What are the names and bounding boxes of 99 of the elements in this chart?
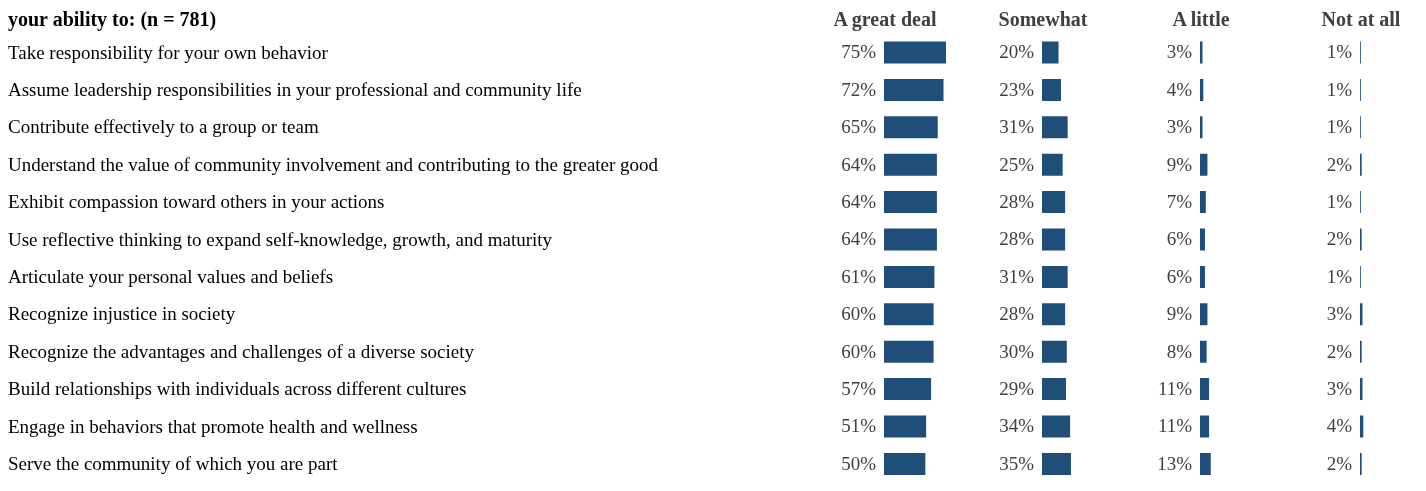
data-label: 1% bbox=[1326, 191, 1353, 213]
y-tick-label: Take responsibility for your own behavior bbox=[8, 41, 329, 63]
bar bbox=[1042, 116, 1068, 139]
data-label: 6% bbox=[1166, 265, 1193, 287]
data-label: 30% bbox=[999, 340, 1035, 362]
data-label: 9% bbox=[1166, 153, 1193, 175]
data-label: 57% bbox=[841, 378, 877, 400]
bar bbox=[1200, 452, 1211, 475]
bar bbox=[884, 41, 946, 64]
bar bbox=[1200, 78, 1204, 101]
bar bbox=[884, 78, 944, 101]
data-label: 34% bbox=[999, 415, 1035, 437]
y-tick-label: Exhibit compassion toward others in your actions bbox=[8, 191, 385, 213]
data-label: 4% bbox=[1326, 415, 1353, 437]
data-label: 3% bbox=[1166, 41, 1193, 63]
data-label: 35% bbox=[999, 452, 1035, 474]
data-label: 2% bbox=[1326, 153, 1353, 175]
bar bbox=[884, 452, 926, 475]
y-tick-label: Build relationships with individuals across different cultures bbox=[8, 378, 467, 400]
y-tick-label: Contribute effectively to a group or team bbox=[8, 116, 319, 138]
data-label: 31% bbox=[999, 116, 1035, 138]
series-label: Somewhat bbox=[997, 8, 1089, 31]
data-label: 2% bbox=[1326, 452, 1353, 474]
bar bbox=[884, 415, 927, 438]
y-tick-label: Serve the community of which you are part bbox=[8, 453, 339, 475]
series-label: A great deal bbox=[832, 8, 938, 31]
data-label: 9% bbox=[1166, 303, 1193, 325]
data-label: 4% bbox=[1166, 78, 1193, 100]
text: your ability to: (n = 781) bbox=[8, 8, 217, 31]
y-tick-label: Use reflective thinking to expand self-knowledge, growth, and maturity bbox=[8, 228, 553, 250]
data-label: 61% bbox=[841, 265, 877, 287]
bar bbox=[1042, 265, 1068, 288]
data-label: 1% bbox=[1326, 265, 1353, 287]
data-label: 31% bbox=[999, 265, 1035, 287]
data-label: 1% bbox=[1326, 41, 1353, 63]
data-label: 11% bbox=[1157, 415, 1193, 437]
data-label: 60% bbox=[841, 303, 877, 325]
data-label: 3% bbox=[1326, 378, 1353, 400]
data-label: 51% bbox=[841, 415, 877, 437]
bar bbox=[1200, 378, 1210, 401]
data-label: 25% bbox=[999, 153, 1035, 175]
data-label: 65% bbox=[841, 116, 877, 138]
data-label: 2% bbox=[1326, 228, 1353, 250]
bar bbox=[1042, 78, 1062, 101]
bar bbox=[1042, 153, 1063, 176]
bar bbox=[1042, 378, 1066, 401]
y-tick-label: Assume leadership responsibilities in your professional and community life bbox=[8, 79, 582, 101]
bar bbox=[1200, 340, 1207, 363]
y-tick-label: Recognize injustice in society bbox=[8, 303, 236, 325]
data-label: 50% bbox=[841, 452, 877, 474]
bar bbox=[1042, 340, 1067, 363]
y-tick-label: Recognize the advantages and challenges of a diverse society bbox=[8, 340, 475, 362]
bar bbox=[884, 116, 938, 139]
bar bbox=[1042, 452, 1071, 475]
y-tick-label: Engage in behaviors that promote health and wellness bbox=[8, 415, 418, 437]
data-label: 72% bbox=[841, 78, 877, 100]
data-label: 60% bbox=[841, 340, 877, 362]
data-label: 75% bbox=[841, 41, 877, 63]
y-tick-label: Understand the value of community involvement and contributing to the greater good bbox=[8, 153, 659, 175]
data-label: 28% bbox=[999, 191, 1035, 213]
data-label: 13% bbox=[1157, 452, 1193, 474]
data-label: 8% bbox=[1166, 340, 1193, 362]
data-label: 11% bbox=[1157, 378, 1193, 400]
bar bbox=[884, 228, 937, 251]
bar bbox=[884, 340, 934, 363]
data-label: 20% bbox=[999, 41, 1035, 63]
data-label: 1% bbox=[1326, 116, 1353, 138]
bar bbox=[1200, 265, 1205, 288]
y-tick-label: Articulate your personal values and beliefs bbox=[8, 266, 334, 288]
bar bbox=[1200, 303, 1208, 326]
data-label: 1% bbox=[1326, 78, 1353, 100]
series-label: A little bbox=[1171, 8, 1231, 31]
data-label: 2% bbox=[1326, 340, 1353, 362]
bar bbox=[884, 378, 932, 401]
bar bbox=[1200, 153, 1208, 176]
data-label: 64% bbox=[841, 153, 877, 175]
bar bbox=[1200, 415, 1210, 438]
bar bbox=[884, 265, 935, 288]
data-label: 28% bbox=[999, 303, 1035, 325]
bar bbox=[1200, 228, 1205, 251]
bar bbox=[884, 303, 934, 326]
bar bbox=[884, 153, 937, 176]
data-label: 29% bbox=[999, 378, 1035, 400]
bar bbox=[884, 191, 937, 214]
data-label: 28% bbox=[999, 228, 1035, 250]
data-label: 3% bbox=[1166, 116, 1193, 138]
series-label: Not at all bbox=[1320, 8, 1402, 31]
bar bbox=[1200, 191, 1206, 214]
data-label: 7% bbox=[1166, 191, 1193, 213]
data-label: 64% bbox=[841, 191, 877, 213]
data-label: 23% bbox=[999, 78, 1035, 100]
bar bbox=[1042, 191, 1066, 214]
data-label: 64% bbox=[841, 228, 877, 250]
bar bbox=[1042, 415, 1071, 438]
bar bbox=[1042, 41, 1059, 64]
data-label: 3% bbox=[1326, 303, 1353, 325]
bar bbox=[1042, 303, 1066, 326]
data-label: 6% bbox=[1166, 228, 1193, 250]
bar bbox=[1042, 228, 1066, 251]
